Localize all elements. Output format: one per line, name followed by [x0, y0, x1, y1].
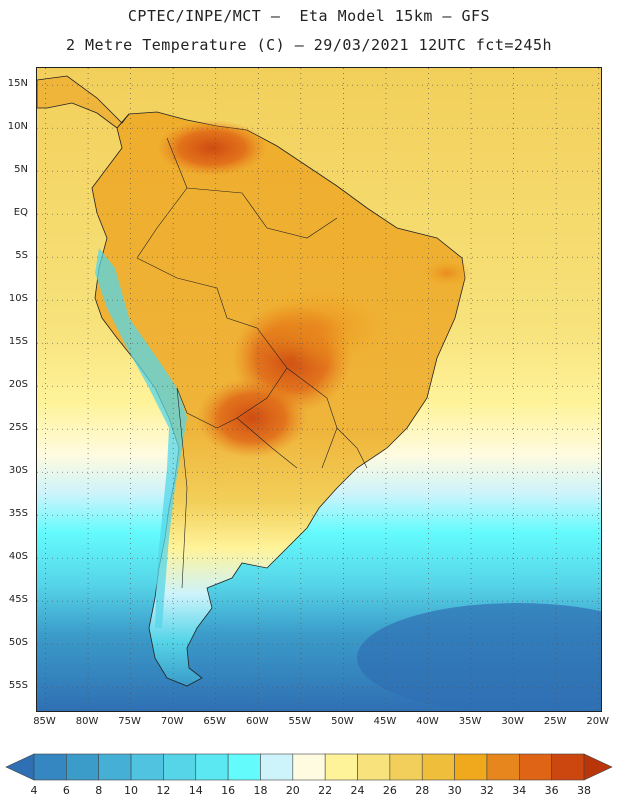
temperature-map — [36, 67, 602, 712]
lon-tick-label: 50W — [331, 716, 354, 727]
lon-tick-label: 40W — [416, 716, 439, 727]
colorbar-tick-label: 18 — [253, 784, 268, 797]
lon-tick-label: 65W — [203, 716, 227, 727]
colorbar-tick-label: 10 — [124, 784, 139, 797]
andes-cold-strip — [95, 248, 187, 628]
lat-tick-label: 50S — [8, 637, 28, 649]
colorbar-tick-label: 22 — [318, 784, 333, 797]
colorbar-tick-label: 4 — [30, 784, 38, 797]
heat-zone-north — [157, 120, 267, 176]
colorbar-tick-label: 14 — [188, 784, 203, 797]
colorbar-tick-label: 34 — [512, 784, 527, 797]
lon-tick-label: 85W — [33, 716, 56, 727]
lat-tick-label: 40S — [8, 551, 28, 563]
cold-ocean-zone — [357, 603, 601, 711]
colorbar-tick-label: 24 — [350, 784, 365, 797]
temperature-colorbar — [5, 753, 613, 781]
colorbar-segment — [454, 753, 488, 781]
lon-tick-label: 25W — [543, 716, 567, 727]
chart-title-line2: 2 Metre Temperature (C) – 29/03/2021 12U… — [65, 36, 553, 54]
colorbar-tick-label: 26 — [382, 784, 397, 797]
colorbar-tick-label: 20 — [285, 784, 300, 797]
lat-tick-label: 35S — [8, 508, 28, 520]
lat-tick-label: 5S — [15, 250, 28, 262]
colorbar-segment — [292, 753, 326, 781]
colorbar-segment — [518, 753, 552, 781]
lon-tick-label: 35W — [458, 716, 482, 727]
colorbar-tick-label: 16 — [221, 784, 236, 797]
lon-tick-label: 30W — [501, 716, 524, 727]
colorbar-segment — [389, 753, 423, 781]
colorbar-tick-label: 36 — [544, 784, 559, 797]
colorbar-tick-label: 28 — [415, 784, 430, 797]
colorbar-segment — [130, 753, 164, 781]
lat-tick-label: 5N — [14, 164, 28, 176]
lat-tick-label: 15N — [7, 78, 28, 90]
colorbar-segment — [421, 753, 455, 781]
colorbar-segment — [163, 753, 197, 781]
lat-tick-label: 10N — [7, 121, 28, 133]
colorbar-tick-label: 38 — [577, 784, 591, 797]
colorbar-min-arrow — [5, 753, 35, 781]
lon-tick-label: 80W — [75, 716, 99, 727]
colorbar-segment — [551, 753, 585, 781]
colorbar-segment — [195, 753, 229, 781]
colorbar-tick-label: 30 — [447, 784, 462, 797]
lat-tick-label: 15S — [8, 336, 28, 348]
colorbar-tick-label: 12 — [156, 784, 171, 797]
colorbar-tick-label: 6 — [62, 784, 70, 797]
lat-tick-label: 45S — [8, 594, 28, 606]
lon-tick-label: 55W — [288, 716, 312, 727]
lat-tick-label: 55S — [8, 680, 28, 692]
colorbar-tick-label: 32 — [479, 784, 494, 797]
colorbar-segment — [357, 753, 391, 781]
heat-zone-chaco — [197, 378, 307, 458]
colorbar-segment — [486, 753, 520, 781]
colorbar-segment — [66, 753, 100, 781]
warm-zone-northeast — [422, 259, 472, 287]
lat-tick-label: 10S — [8, 293, 28, 305]
colorbar-segment — [98, 753, 132, 781]
chart-title-line1: CPTEC/INPE/MCT – Eta Model 15km – GFS — [127, 7, 491, 25]
lon-tick-label: 75W — [118, 716, 141, 727]
lon-tick-label: 20W — [586, 716, 610, 727]
colorbar-segment — [227, 753, 261, 781]
lon-tick-label: 70W — [160, 716, 184, 727]
lon-tick-label: 45W — [373, 716, 397, 727]
lon-tick-label: 60W — [245, 716, 269, 727]
lat-tick-label: 20S — [8, 379, 28, 391]
colorbar-segment — [324, 753, 358, 781]
lat-tick-label: EQ — [13, 207, 28, 219]
country-borders — [136, 137, 368, 589]
lat-tick-label: 30S — [8, 465, 28, 477]
colorbar-tick-label: 8 — [95, 784, 103, 797]
lat-tick-label: 25S — [8, 422, 28, 434]
colorbar-segment — [260, 753, 294, 781]
warm-zone-east — [247, 288, 387, 368]
colorbar-segment — [33, 753, 67, 781]
colorbar-max-arrow — [583, 753, 613, 781]
